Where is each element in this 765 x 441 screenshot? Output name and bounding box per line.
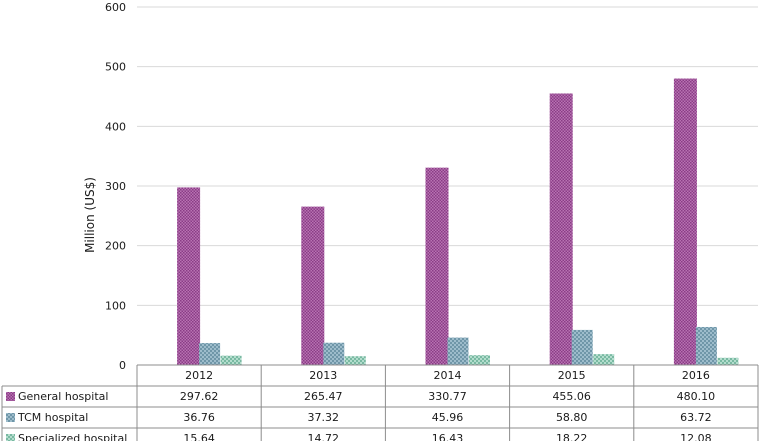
data-label: 297.62 xyxy=(180,390,219,403)
legend-label: Specialized hospital xyxy=(18,432,127,441)
y-tick-label: 300 xyxy=(105,180,126,193)
data-label: 45.96 xyxy=(432,411,464,424)
data-label: 12.08 xyxy=(680,432,712,441)
bar-specialized-hospital-2015 xyxy=(593,354,615,365)
legend-swatch xyxy=(6,434,15,441)
x-tick-label: 2014 xyxy=(434,369,462,382)
bar-tcm-hospital-2015 xyxy=(571,329,593,365)
y-tick-label: 400 xyxy=(105,120,126,133)
bar-general-hospital-2015 xyxy=(549,93,573,365)
y-tick-label: 100 xyxy=(105,299,126,312)
bars xyxy=(177,78,739,365)
bar-general-hospital-2014 xyxy=(425,167,449,365)
bar-general-hospital-2013 xyxy=(301,206,325,365)
data-label: 18.22 xyxy=(556,432,588,441)
legend-label: TCM hospital xyxy=(17,411,88,424)
y-tick-label: 600 xyxy=(105,1,126,14)
data-label: 330.77 xyxy=(428,390,467,403)
x-tick-label: 2015 xyxy=(558,369,586,382)
y-axis-ticks: 0 100 200 300 400 500 600 xyxy=(105,1,126,372)
y-tick-label: 0 xyxy=(119,359,126,372)
legend-swatch xyxy=(6,392,15,401)
x-tick-label: 2012 xyxy=(185,369,213,382)
data-label: 37.32 xyxy=(308,411,340,424)
bar-specialized-hospital-2012 xyxy=(220,355,242,365)
data-label: 16.43 xyxy=(432,432,464,441)
bar-general-hospital-2016 xyxy=(673,78,697,365)
data-label: 36.76 xyxy=(183,411,215,424)
data-label: 63.72 xyxy=(680,411,712,424)
legend-swatch xyxy=(6,413,15,422)
data-label: 15.64 xyxy=(183,432,215,441)
data-label: 58.80 xyxy=(556,411,588,424)
bar-tcm-hospital-2016 xyxy=(695,326,717,365)
data-label: 14.72 xyxy=(308,432,340,441)
data-label: 480.10 xyxy=(677,390,716,403)
data-table: 2012 2013 2014 2015 2016 General hospital 297.… xyxy=(1,364,759,441)
bar-specialized-hospital-2014 xyxy=(469,355,490,365)
y-axis-label: Million (US$) xyxy=(83,177,97,253)
bar-tcm-hospital-2014 xyxy=(447,337,469,365)
y-tick-label: 500 xyxy=(105,61,126,74)
y-tick-label: 200 xyxy=(105,240,126,253)
x-tick-label: 2016 xyxy=(682,369,710,382)
data-label: 455.06 xyxy=(552,390,591,403)
bar-specialized-hospital-2013 xyxy=(344,356,366,365)
legend-label: General hospital xyxy=(18,390,108,403)
x-tick-label: 2013 xyxy=(309,369,337,382)
bar-general-hospital-2012 xyxy=(177,187,201,365)
bar-tcm-hospital-2013 xyxy=(323,342,345,365)
bar-specialized-hospital-2016 xyxy=(717,357,739,365)
data-label: 265.47 xyxy=(304,390,343,403)
bar-tcm-hospital-2012 xyxy=(199,343,221,365)
